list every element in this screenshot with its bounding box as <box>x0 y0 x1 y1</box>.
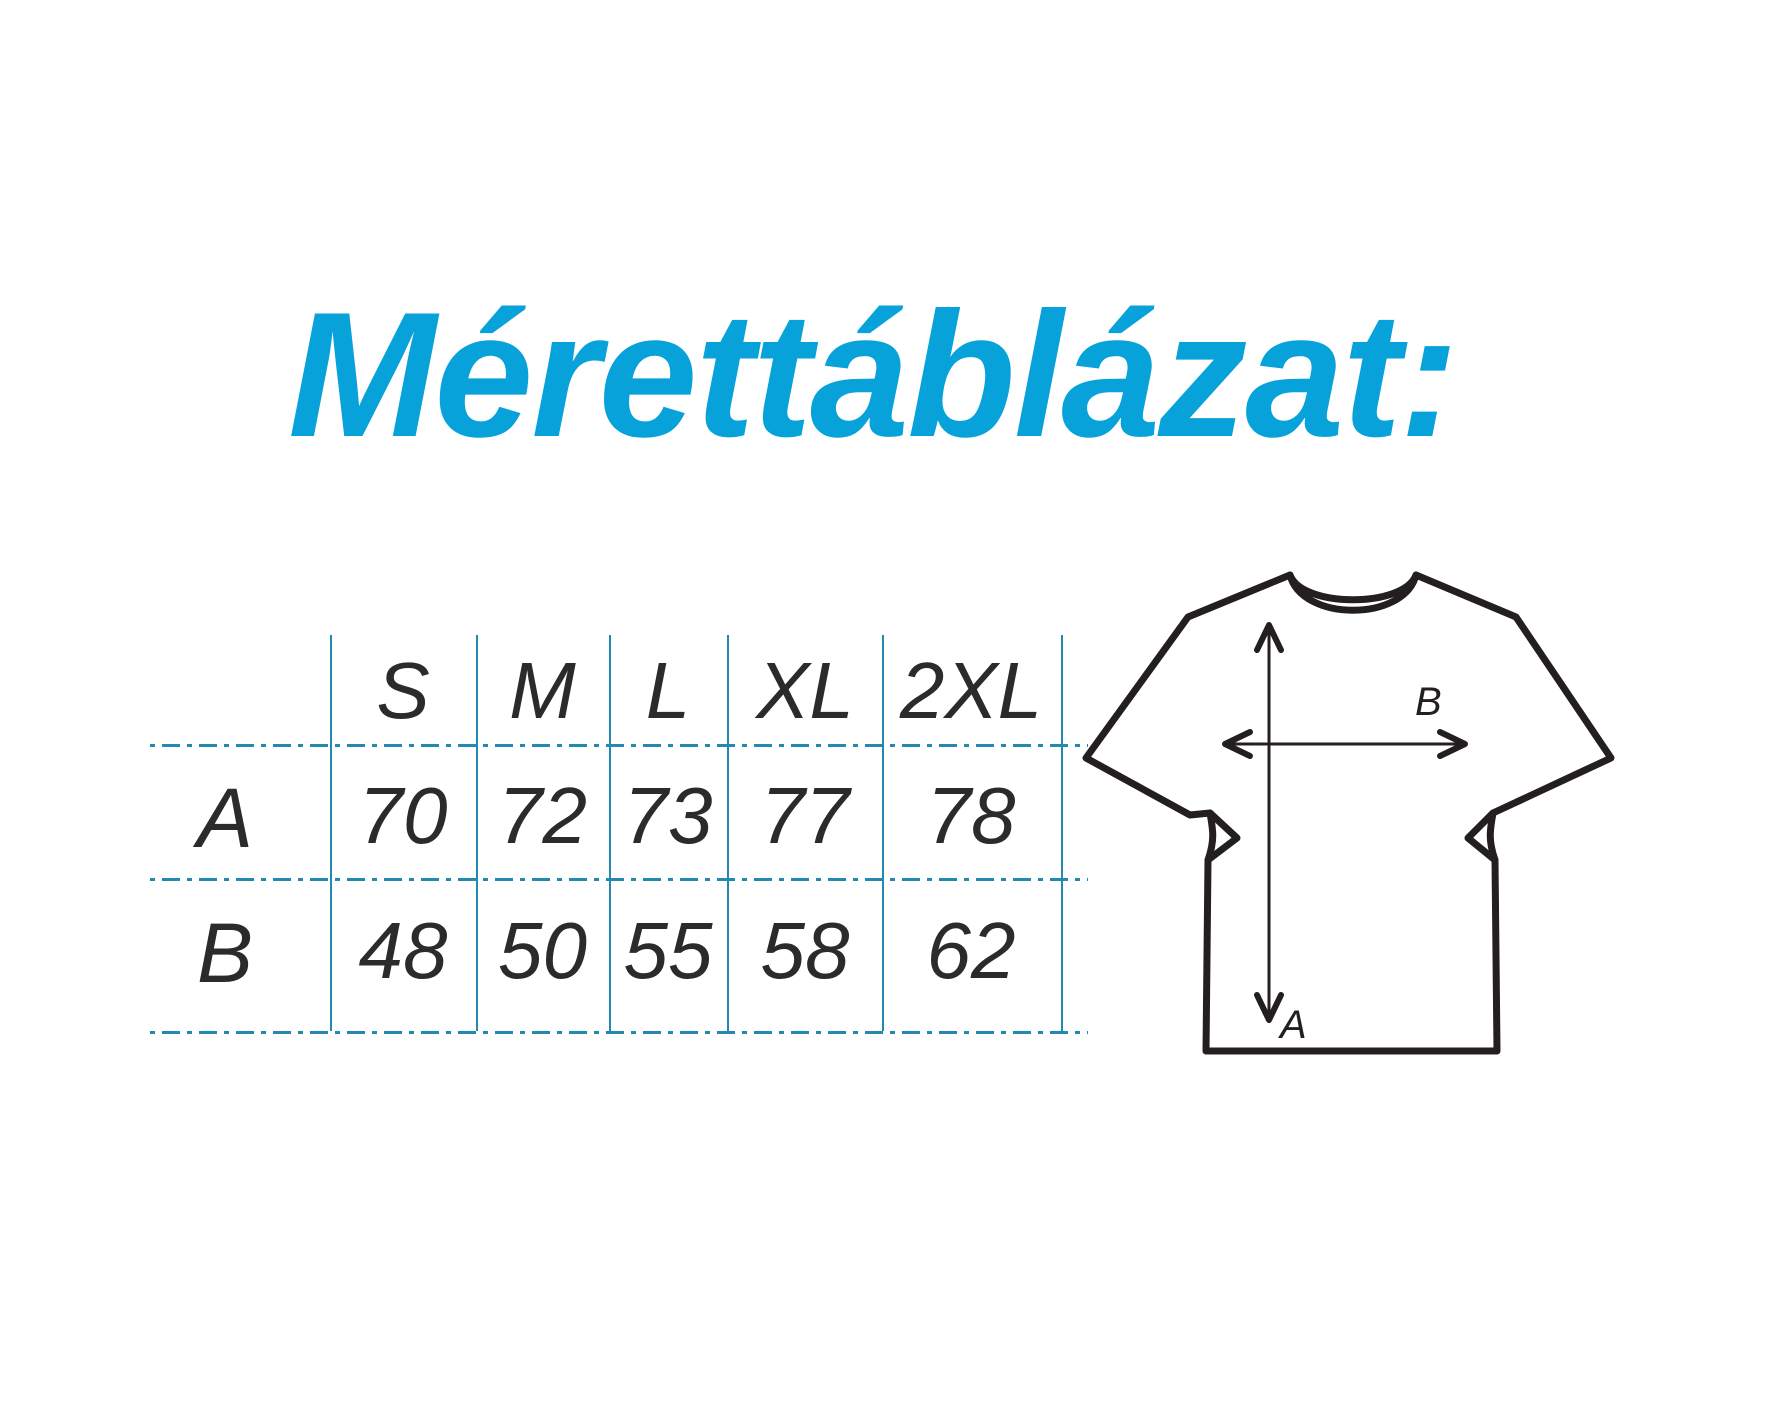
svg-text:B: B <box>1415 680 1442 724</box>
svg-text:A: A <box>1278 1003 1307 1047</box>
